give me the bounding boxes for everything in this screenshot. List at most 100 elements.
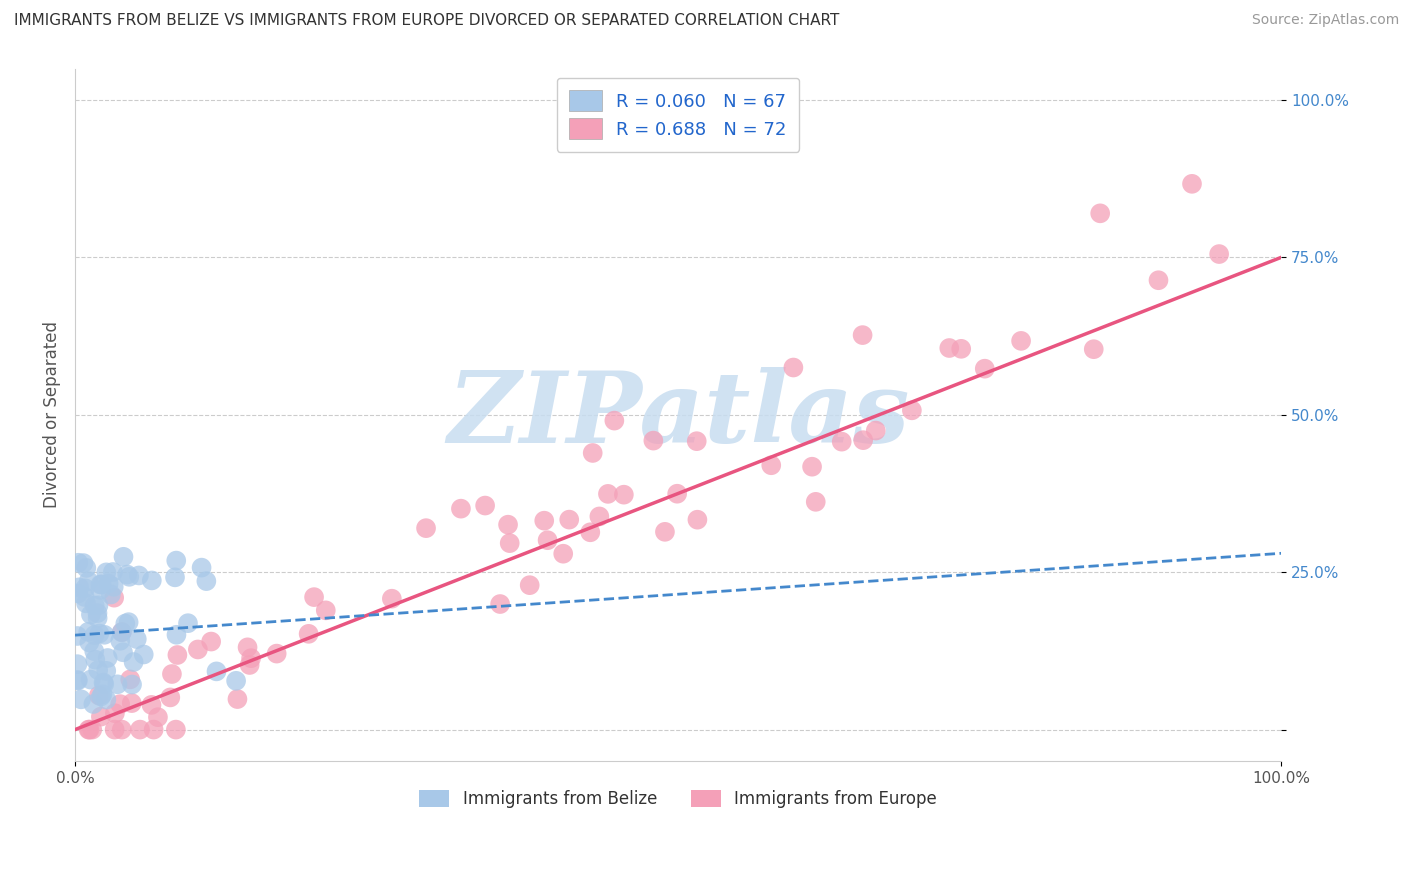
- Point: [89, 626, 111, 640]
- Point: [67, 556, 90, 570]
- Point: [79, 635, 101, 649]
- Point: [125, 632, 148, 646]
- Point: [200, 634, 222, 648]
- Point: [121, 677, 143, 691]
- Point: [83, 599, 105, 613]
- Point: [122, 655, 145, 669]
- Point: [129, 723, 152, 737]
- Point: [112, 549, 135, 564]
- Point: [141, 574, 163, 588]
- Point: [90, 709, 112, 723]
- Point: [80, 607, 103, 622]
- Point: [146, 710, 169, 724]
- Point: [110, 633, 132, 648]
- Point: [190, 560, 212, 574]
- Point: [298, 627, 321, 641]
- Point: [1083, 342, 1105, 356]
- Point: [79, 673, 101, 687]
- Point: [852, 328, 875, 343]
- Point: [901, 403, 924, 417]
- Point: [128, 568, 150, 582]
- Point: [101, 565, 124, 579]
- Point: [87, 689, 110, 703]
- Point: [166, 628, 188, 642]
- Point: [75, 581, 97, 595]
- Point: [973, 361, 995, 376]
- Point: [111, 723, 134, 737]
- Point: [1088, 206, 1111, 220]
- Point: [82, 723, 104, 737]
- Point: [93, 675, 115, 690]
- Point: [90, 577, 112, 591]
- Point: [865, 424, 887, 438]
- Point: [533, 514, 555, 528]
- Point: [121, 696, 143, 710]
- Point: [938, 341, 960, 355]
- Point: [115, 567, 138, 582]
- Point: [67, 586, 90, 600]
- Point: [603, 414, 626, 428]
- Point: [1181, 177, 1204, 191]
- Point: [415, 521, 437, 535]
- Point: [66, 629, 89, 643]
- Point: [1147, 273, 1170, 287]
- Point: [104, 706, 127, 721]
- Point: [761, 458, 783, 473]
- Point: [79, 723, 101, 737]
- Point: [111, 625, 134, 640]
- Point: [66, 673, 89, 688]
- Point: [111, 625, 134, 640]
- Point: [236, 640, 259, 655]
- Point: [89, 582, 111, 597]
- Point: [93, 677, 115, 691]
- Point: [950, 342, 973, 356]
- Point: [72, 556, 94, 570]
- Point: [782, 360, 804, 375]
- Point: [86, 606, 108, 620]
- Point: [519, 578, 541, 592]
- Point: [579, 525, 602, 540]
- Point: [239, 657, 262, 672]
- Point: [73, 590, 96, 604]
- Point: [83, 628, 105, 642]
- Point: [450, 501, 472, 516]
- Point: [67, 580, 90, 594]
- Point: [205, 665, 228, 679]
- Point: [831, 434, 853, 449]
- Point: [77, 624, 100, 639]
- Point: [225, 673, 247, 688]
- Point: [489, 597, 512, 611]
- Point: [804, 495, 827, 509]
- Legend: Immigrants from Belize, Immigrants from Europe: Immigrants from Belize, Immigrants from …: [413, 783, 943, 815]
- Point: [114, 616, 136, 631]
- Point: [499, 536, 522, 550]
- Point: [96, 664, 118, 678]
- Point: [75, 561, 97, 575]
- Point: [582, 446, 605, 460]
- Point: [558, 513, 581, 527]
- Point: [381, 591, 404, 606]
- Point: [90, 690, 112, 704]
- Point: [108, 697, 131, 711]
- Point: [70, 692, 93, 706]
- Point: [496, 517, 519, 532]
- Text: ZIPatlas: ZIPatlas: [447, 367, 910, 463]
- Point: [118, 570, 141, 584]
- Point: [613, 488, 636, 502]
- Text: Source: ZipAtlas.com: Source: ZipAtlas.com: [1251, 13, 1399, 28]
- Point: [166, 648, 188, 662]
- Point: [195, 574, 218, 588]
- Point: [588, 509, 610, 524]
- Point: [159, 690, 181, 705]
- Point: [107, 677, 129, 691]
- Point: [93, 628, 115, 642]
- Point: [163, 570, 186, 584]
- Point: [87, 599, 110, 613]
- Point: [474, 499, 496, 513]
- Point: [596, 487, 619, 501]
- Point: [89, 577, 111, 591]
- Point: [177, 616, 200, 631]
- Point: [97, 576, 120, 591]
- Y-axis label: Divorced or Separated: Divorced or Separated: [44, 321, 60, 508]
- Point: [187, 642, 209, 657]
